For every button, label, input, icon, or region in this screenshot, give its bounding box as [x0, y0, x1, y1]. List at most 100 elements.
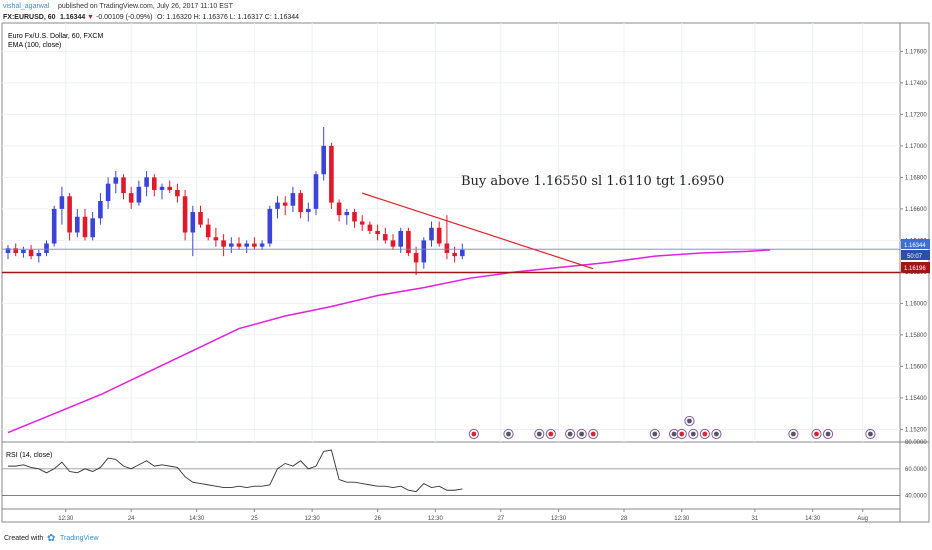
candle-body: [75, 216, 80, 233]
x-tick-label: 14:30: [189, 516, 205, 522]
event-flag-dot: [548, 431, 554, 437]
x-tick-label: 31: [752, 516, 759, 522]
chart-area[interactable]: 1.15200 1.15400 1.15600 1.15800 1.16000 1.162…: [0, 20, 932, 530]
trendline: [362, 192, 594, 270]
chart-title: Euro Fx/U.S. Dollar, 60, FXCM: [8, 33, 103, 40]
brand-link[interactable]: TradingView: [60, 535, 99, 542]
candle-body: [213, 237, 219, 241]
candle-body: [298, 193, 303, 213]
down-arrow-icon: ▼: [87, 14, 94, 21]
y-tick-label: 1.16200: [905, 270, 927, 276]
event-flag-dot: [579, 431, 585, 437]
event-flag-dot: [702, 431, 708, 437]
candle-body: [275, 202, 280, 209]
candle-body: [306, 208, 311, 213]
candle-body: [390, 240, 396, 247]
rsi-legend: RSI (14, close): [6, 452, 52, 459]
event-flag-dot: [652, 431, 658, 437]
event-flag-dot: [690, 431, 696, 437]
rsi-tick-label: 80.0000: [905, 440, 927, 446]
candle-body: [383, 234, 388, 241]
y-tick-label: 1.16800: [905, 175, 927, 181]
candle-body: [460, 249, 465, 257]
x-tick-label: 12:30: [551, 516, 567, 522]
candle-body: [359, 221, 365, 225]
candle-body: [321, 145, 326, 175]
candle-body: [398, 230, 403, 247]
rsi-line: [8, 449, 463, 493]
price-axis: 1.15200 1.15400 1.15600 1.15800 1.16000 1.162…: [900, 49, 927, 500]
candle-body: [59, 196, 65, 209]
candle-body: [406, 230, 411, 253]
candle-body: [367, 224, 373, 231]
candle-body: [421, 240, 427, 263]
candle-body: [375, 230, 380, 235]
event-flag-dot: [687, 418, 692, 424]
x-tick-label: 12:30: [305, 516, 321, 522]
event-flag-dot: [714, 431, 719, 437]
rsi-tick-label: 60.0000: [905, 467, 927, 473]
event-flag-dot: [590, 431, 596, 437]
y-tick-label: 1.15800: [905, 333, 927, 339]
candle-body: [267, 208, 273, 244]
footer: Created with ✿ TradingView: [0, 530, 932, 550]
candle-body: [198, 212, 203, 225]
candle-body: [221, 240, 226, 247]
candle-body: [329, 145, 334, 203]
event-flag-dot: [471, 431, 477, 437]
x-tick-label: 14:30: [805, 516, 821, 522]
x-tick-label: 26: [374, 516, 381, 522]
candle-body: [82, 216, 88, 238]
event-flag-dot: [814, 431, 819, 437]
y-tick-label: 1.15200: [905, 427, 927, 433]
candle-body: [190, 212, 196, 233]
candle-body: [21, 249, 26, 253]
candle-body: [236, 243, 242, 247]
annotation-lines: [2, 192, 930, 274]
candle-body: [98, 200, 103, 219]
candle-body: [121, 177, 126, 194]
candle-body: [344, 212, 350, 216]
candle-body: [429, 227, 434, 241]
y-tick-label: 1.15600: [905, 364, 927, 370]
x-tick-label: 12:30: [428, 516, 444, 522]
y-tick-label: 1.16600: [905, 207, 927, 213]
x-tick-label: Aug: [857, 516, 868, 522]
candle-body: [105, 183, 111, 201]
countdown-bg: [901, 250, 930, 260]
candle-body: [167, 186, 172, 190]
candle-body: [290, 193, 296, 206]
x-tick-label: 28: [621, 516, 628, 522]
candle-body: [144, 177, 149, 187]
candle-body: [282, 202, 288, 206]
candle-body: [413, 252, 419, 263]
price-tag: 1.16344: [904, 243, 926, 249]
event-flag-dot: [679, 431, 685, 437]
rsi-tick-label: 40.0000: [905, 494, 927, 500]
x-tick-label: 27: [497, 516, 504, 522]
candle-body: [28, 249, 34, 257]
countdown: 50:07: [907, 254, 923, 260]
x-tick-label: 24: [128, 516, 135, 522]
author-link[interactable]: vishal_agarwal: [3, 3, 50, 10]
x-tick-label: 12:30: [674, 516, 690, 522]
grid: [2, 23, 900, 442]
ema-line: [7, 249, 771, 434]
event-flag-dot: [791, 431, 796, 437]
candle-body: [336, 202, 342, 216]
event-markers[interactable]: [468, 415, 876, 440]
y-tick-label: 1.17600: [905, 49, 927, 55]
y-tick-label: 1.17000: [905, 144, 927, 150]
candle-body: [352, 212, 357, 222]
support-tag-bg: [901, 262, 930, 272]
candle-body: [444, 243, 450, 253]
price-tag-bg: [901, 239, 930, 249]
publish-info: published on TradingView.com, July 26, 2…: [58, 3, 233, 10]
created-with-label: Created with: [4, 535, 44, 542]
candle-body: [36, 252, 42, 257]
candle-body: [90, 218, 95, 238]
candle-body: [229, 243, 234, 247]
ema-legend: EMA (100, close): [8, 42, 61, 49]
candle-body: [182, 196, 188, 233]
support-tag: 1.16196: [904, 266, 926, 272]
